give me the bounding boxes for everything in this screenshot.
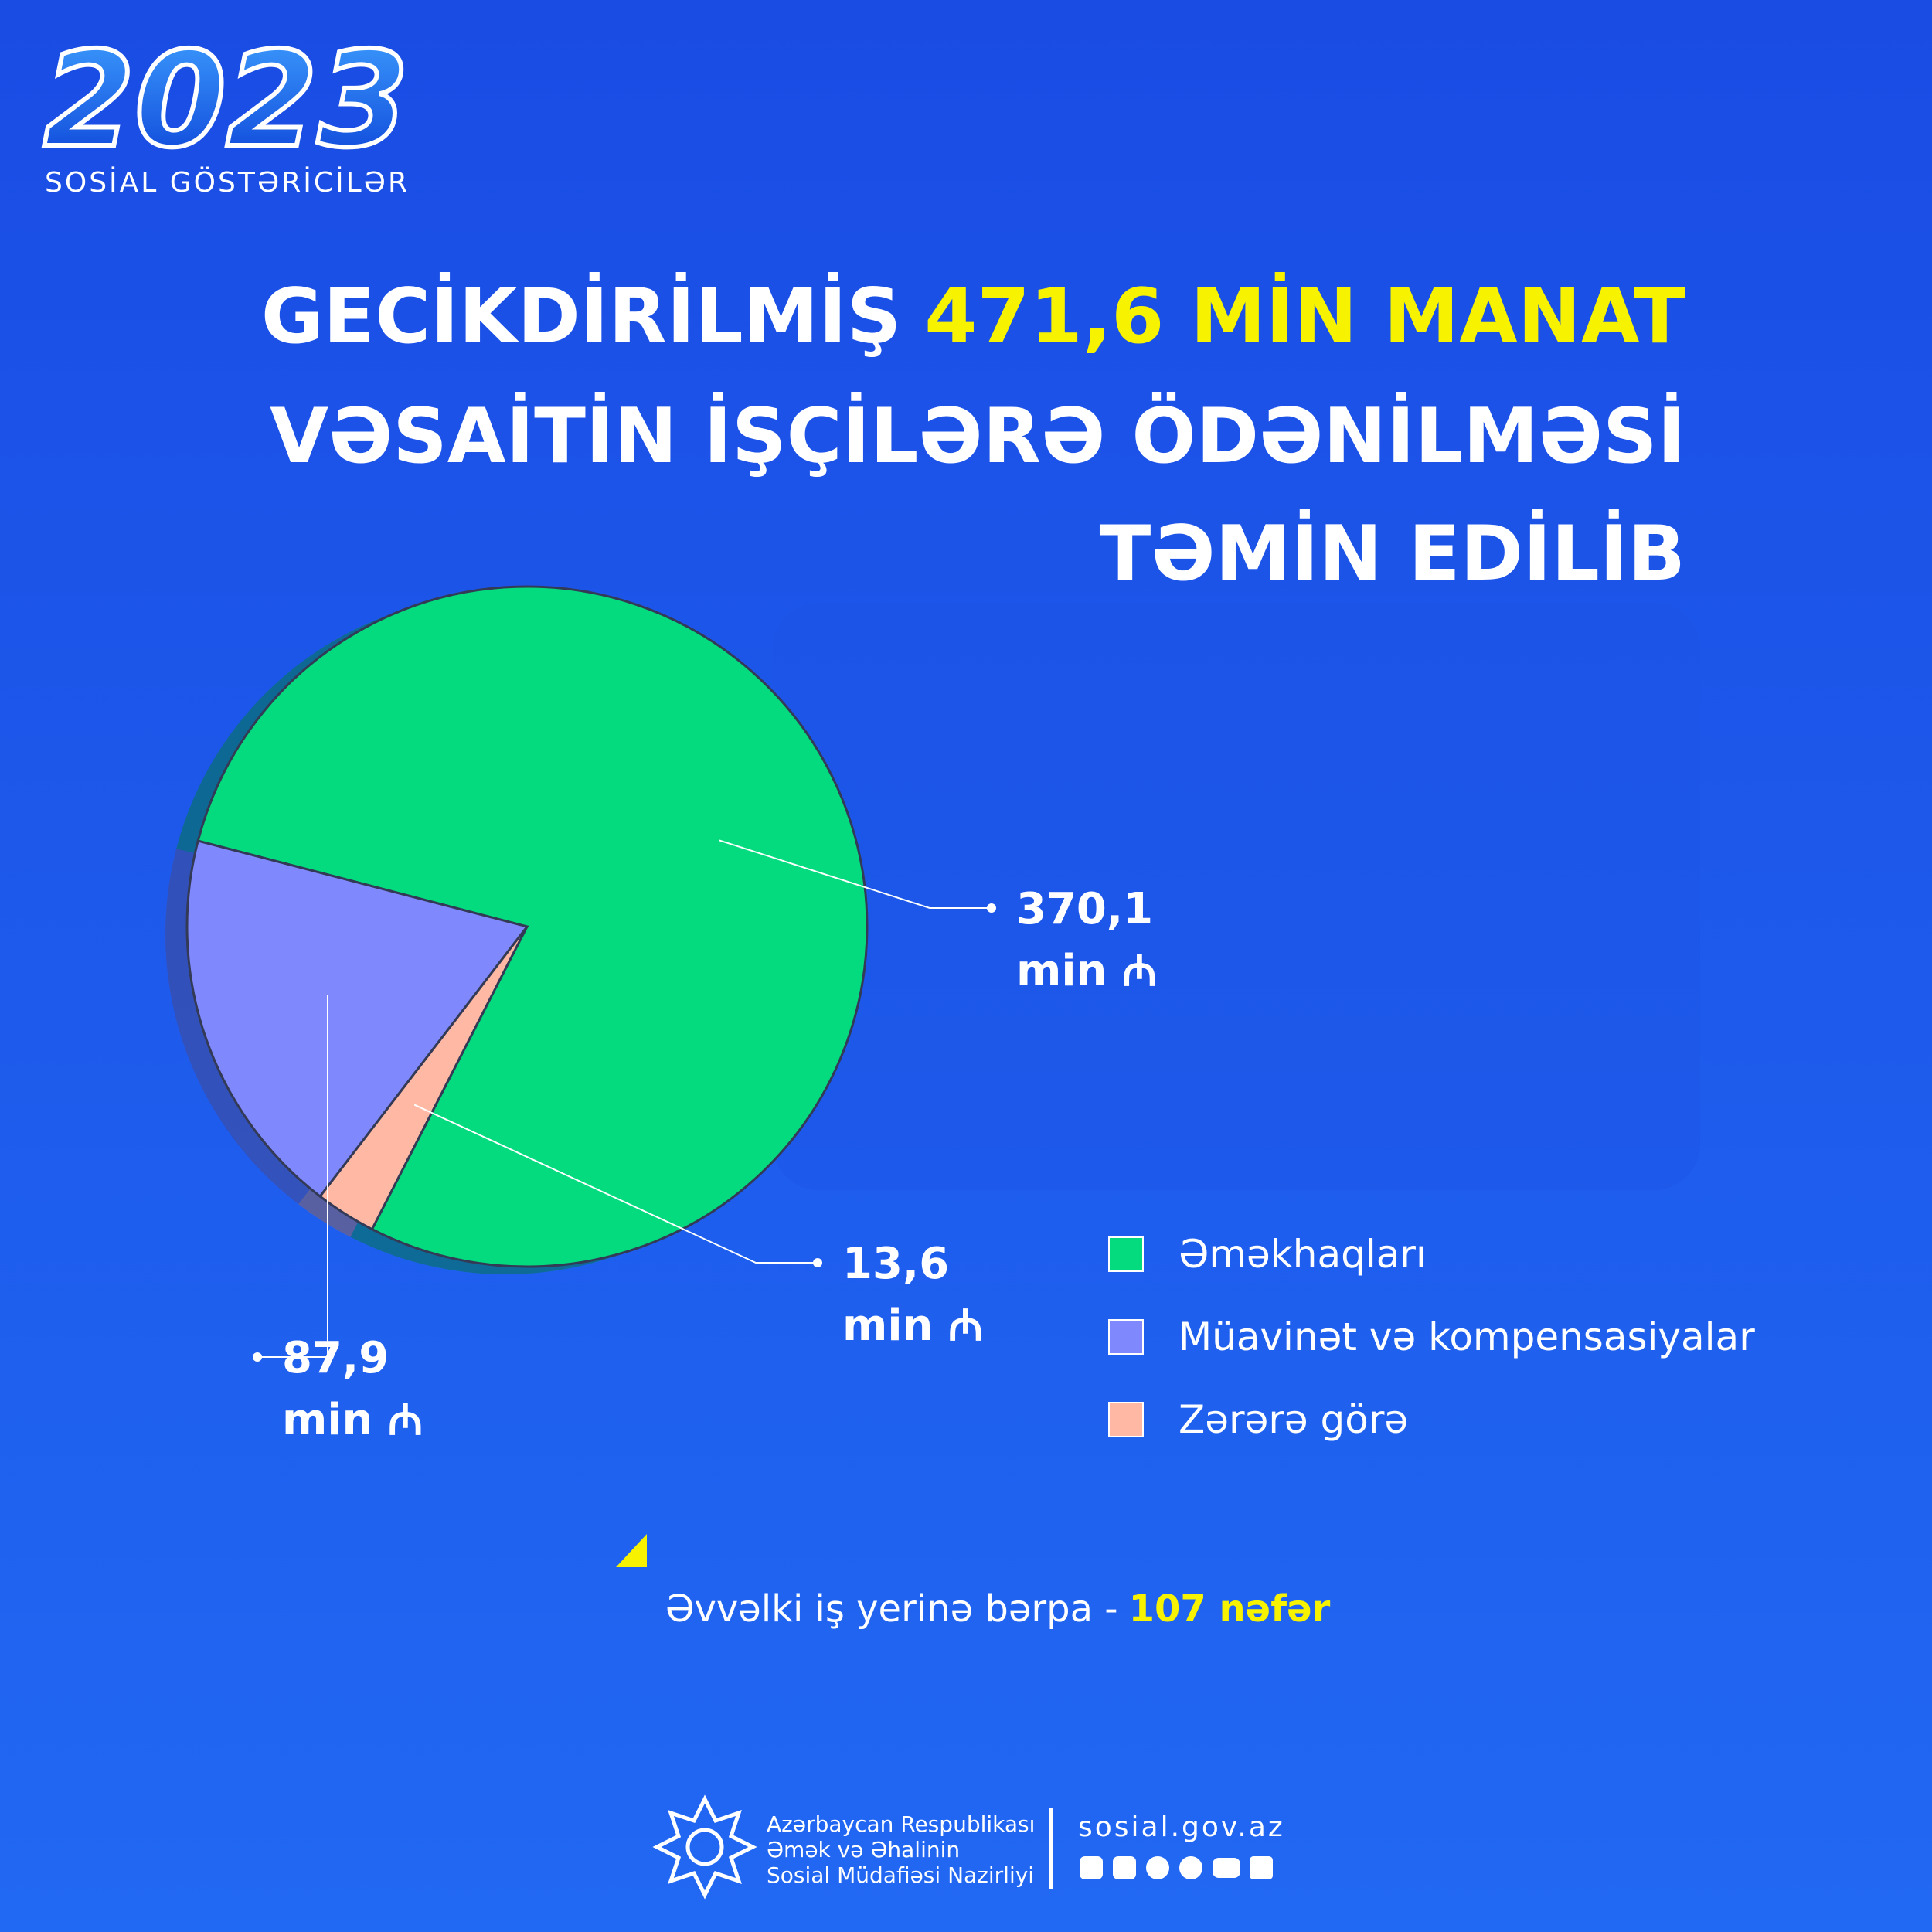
title-line: GECİKDİRİLMİŞ 471,6 MİN MANAT (261, 272, 1685, 361)
pie-slice (196, 585, 869, 1268)
legend-swatch (1108, 1236, 1144, 1272)
legend-swatch (1108, 1319, 1144, 1355)
value-label: 87,9 (282, 1333, 389, 1383)
leader-dot (253, 1352, 262, 1362)
subtitle: SOSİAL GÖSTƏRİCİLƏR (45, 166, 410, 199)
leader-dot (987, 903, 996, 913)
icon[interactable] (1250, 1856, 1273, 1879)
legend-label: Müavinət və kompensasiyalar (1179, 1315, 1755, 1359)
website: sosial.gov.az (1078, 1811, 1285, 1843)
org-name: Əmək və Əhalinin (767, 1837, 960, 1862)
leader-dot (813, 1258, 822, 1267)
value-unit: min ₼ (1016, 946, 1157, 996)
title-text: GECİKDİRİLMİŞ (261, 272, 901, 361)
logo (652, 1794, 757, 1900)
title-line: TƏMİN EDİLİB (1099, 509, 1685, 598)
icon[interactable] (1213, 1858, 1240, 1878)
year: 2023 (43, 24, 409, 177)
value-unit: min ₼ (282, 1395, 423, 1445)
social-icons (1080, 1856, 1273, 1879)
pie: 370,1 min ₼ 87,9 min ₼ 13,6 min ₼ (165, 585, 1157, 1445)
org-name: Sosial Müdafiəsi Nazirliyi (767, 1862, 1034, 1888)
org-name: Azərbaycan Respublikası (767, 1811, 1035, 1837)
leader-line (413, 1104, 818, 1264)
footnote-highlight: 107 nəfər (1129, 1587, 1331, 1631)
icon[interactable] (1146, 1856, 1169, 1879)
icon[interactable] (1080, 1856, 1103, 1879)
pie-slice (185, 839, 529, 1199)
title-highlight: 471,6 MİN MANAT (924, 272, 1685, 361)
icon[interactable] (1179, 1856, 1202, 1879)
title-line: VƏSAİTİN İŞÇİLƏRƏ ÖDƏNİLMƏSİ (270, 391, 1685, 481)
value-label: 13,6 (842, 1239, 949, 1289)
legend: Əməkhaqları Müavinət və kompensasiyalar Zə… (1108, 1232, 1755, 1442)
footnote-text: Əvvəlki iş yerinə bərpa - (665, 1587, 1118, 1631)
leader-line (257, 995, 328, 1358)
leader-line (719, 839, 992, 909)
legend-label: Əməkhaqları (1179, 1232, 1427, 1277)
footnote: Əvvəlki iş yerinə bərpa -107 nəfər (665, 1587, 1331, 1631)
decor-card (773, 603, 1700, 1190)
legend-swatch (1108, 1402, 1144, 1437)
legend-label: Zərərə görə (1179, 1397, 1408, 1442)
value-label: 370,1 (1016, 884, 1153, 934)
decor-triangle (616, 1534, 647, 1567)
icon[interactable] (1113, 1856, 1136, 1879)
value-unit: min ₼ (842, 1301, 983, 1351)
